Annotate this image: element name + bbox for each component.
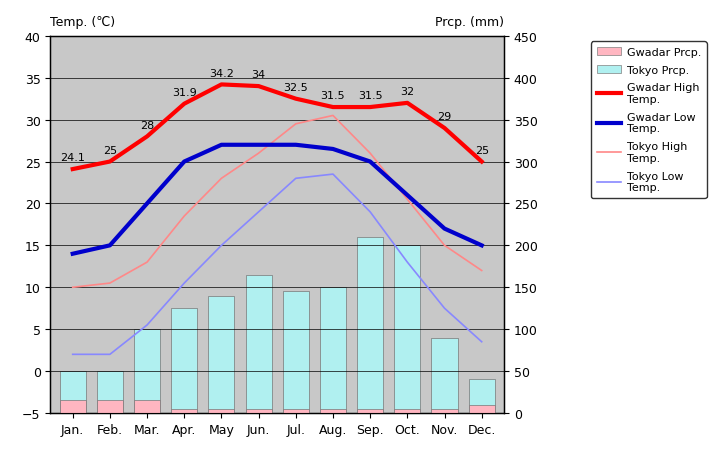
Text: 31.5: 31.5 xyxy=(358,91,382,101)
Bar xyxy=(171,308,197,413)
Bar xyxy=(60,401,86,413)
Bar xyxy=(171,409,197,413)
Text: 24.1: 24.1 xyxy=(60,153,85,163)
Bar xyxy=(134,330,160,413)
Text: 25: 25 xyxy=(474,146,489,156)
Bar xyxy=(320,288,346,413)
Bar xyxy=(469,405,495,413)
Bar xyxy=(60,371,86,413)
Bar xyxy=(208,296,235,413)
Bar xyxy=(320,409,346,413)
Bar xyxy=(97,401,123,413)
Bar xyxy=(431,409,457,413)
Text: 32: 32 xyxy=(400,87,415,97)
Bar xyxy=(208,409,235,413)
Text: 32.5: 32.5 xyxy=(284,83,308,93)
Text: 31.5: 31.5 xyxy=(320,91,346,101)
Bar xyxy=(283,292,309,413)
Text: 25: 25 xyxy=(103,146,117,156)
Bar xyxy=(246,275,271,413)
Bar xyxy=(357,409,383,413)
Text: 34.2: 34.2 xyxy=(209,68,234,78)
Bar xyxy=(469,380,495,413)
Bar xyxy=(395,409,420,413)
Text: 34: 34 xyxy=(251,70,266,80)
Text: Temp. (℃): Temp. (℃) xyxy=(50,16,115,29)
Text: Prcp. (mm): Prcp. (mm) xyxy=(435,16,504,29)
Bar xyxy=(97,371,123,413)
Bar xyxy=(431,338,457,413)
Bar xyxy=(395,246,420,413)
Bar xyxy=(246,409,271,413)
Text: 28: 28 xyxy=(140,120,154,130)
Bar xyxy=(357,237,383,413)
Bar xyxy=(283,409,309,413)
Legend: Gwadar Prcp., Tokyo Prcp., Gwadar High
Temp., Gwadar Low
Temp., Tokyo High
Temp.: Gwadar Prcp., Tokyo Prcp., Gwadar High T… xyxy=(591,42,707,198)
Text: 31.9: 31.9 xyxy=(172,88,197,98)
Text: 29: 29 xyxy=(437,112,451,122)
Bar xyxy=(134,401,160,413)
